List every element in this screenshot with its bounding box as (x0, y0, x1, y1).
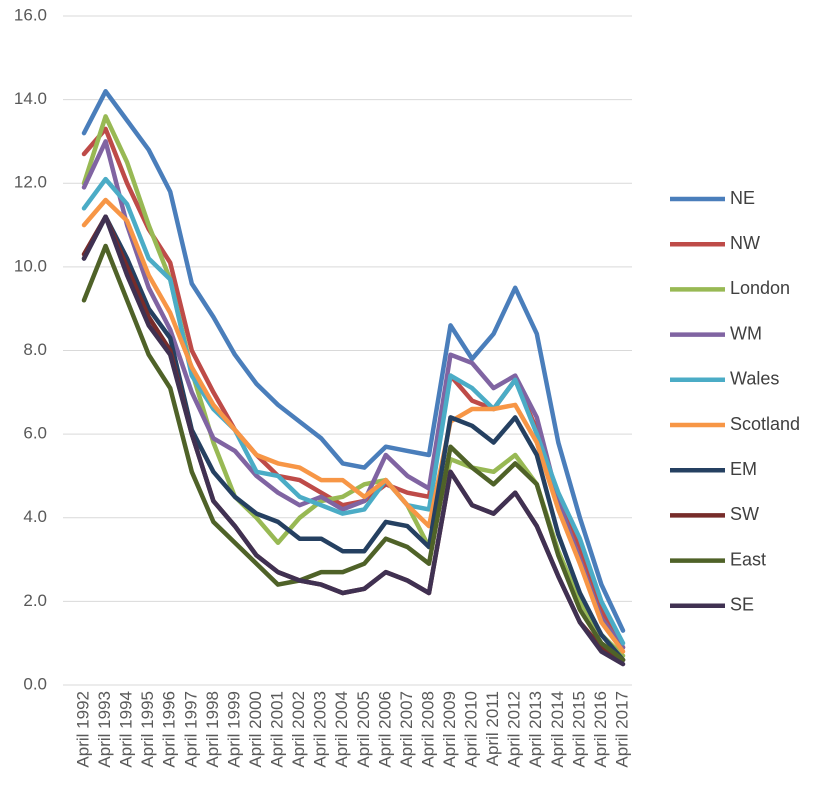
legend-label: London (730, 278, 790, 298)
y-tick-label: 16.0 (14, 5, 47, 24)
y-tick-label: 6.0 (23, 424, 47, 443)
x-tick-label: April 2002 (289, 691, 308, 768)
y-tick-label: 0.0 (23, 674, 47, 693)
x-tick-label: April 2013 (526, 691, 545, 768)
series-line (81, 176, 626, 646)
x-tick-label: April 2000 (246, 691, 265, 768)
x-tick-label: April 2001 (268, 691, 287, 768)
x-tick-label: April 1997 (181, 691, 200, 768)
x-tick-label: April 1996 (160, 691, 179, 768)
y-tick-label: 4.0 (23, 507, 47, 526)
x-tick-label: April 1993 (95, 691, 114, 768)
x-tick-label: April 2011 (483, 691, 502, 766)
x-tick-label: April 2005 (354, 691, 373, 768)
legend-label: Wales (730, 369, 779, 389)
x-tick-label: April 2007 (397, 691, 416, 768)
x-tick-label: April 2012 (505, 691, 524, 768)
series-line (81, 214, 626, 667)
legend-label: NE (730, 188, 755, 208)
y-tick-label: 14.0 (14, 89, 47, 108)
x-tick-label: April 1998 (203, 691, 222, 768)
legend-label: Scotland (730, 414, 800, 434)
legend-label: NW (730, 233, 760, 253)
x-tick-label: April 2014 (548, 691, 567, 768)
x-tick-label: April 2003 (311, 691, 330, 768)
legend-label: SW (730, 504, 759, 524)
x-tick-label: April 1999 (224, 691, 243, 768)
series-line (81, 214, 626, 663)
x-tick-label: April 2008 (418, 691, 437, 768)
x-tick-label: April 1992 (73, 691, 92, 768)
x-tick-label: April 2015 (569, 691, 588, 768)
y-tick-label: 12.0 (14, 173, 47, 192)
series-line (81, 197, 626, 654)
series-line (81, 139, 626, 650)
x-tick-label: April 1994 (117, 691, 136, 768)
x-tick-label: April 2017 (612, 691, 631, 768)
series-line (81, 89, 626, 633)
y-tick-label: 2.0 (23, 591, 47, 610)
x-tick-label: April 2016 (591, 691, 610, 768)
series-line (81, 114, 626, 658)
legend-label: WM (730, 323, 762, 343)
x-tick-label: April 2004 (332, 691, 351, 768)
legend-label: EM (730, 459, 757, 479)
series-line (81, 243, 626, 663)
y-tick-label: 8.0 (23, 340, 47, 359)
x-tick-label: April 1995 (138, 691, 157, 768)
legend-label: East (730, 549, 766, 569)
x-tick-label: April 2006 (375, 691, 394, 768)
y-tick-label: 10.0 (14, 256, 47, 275)
legend-label: SE (730, 595, 754, 615)
x-tick-label: April 2010 (462, 691, 481, 768)
x-tick-label: April 2009 (440, 691, 459, 768)
